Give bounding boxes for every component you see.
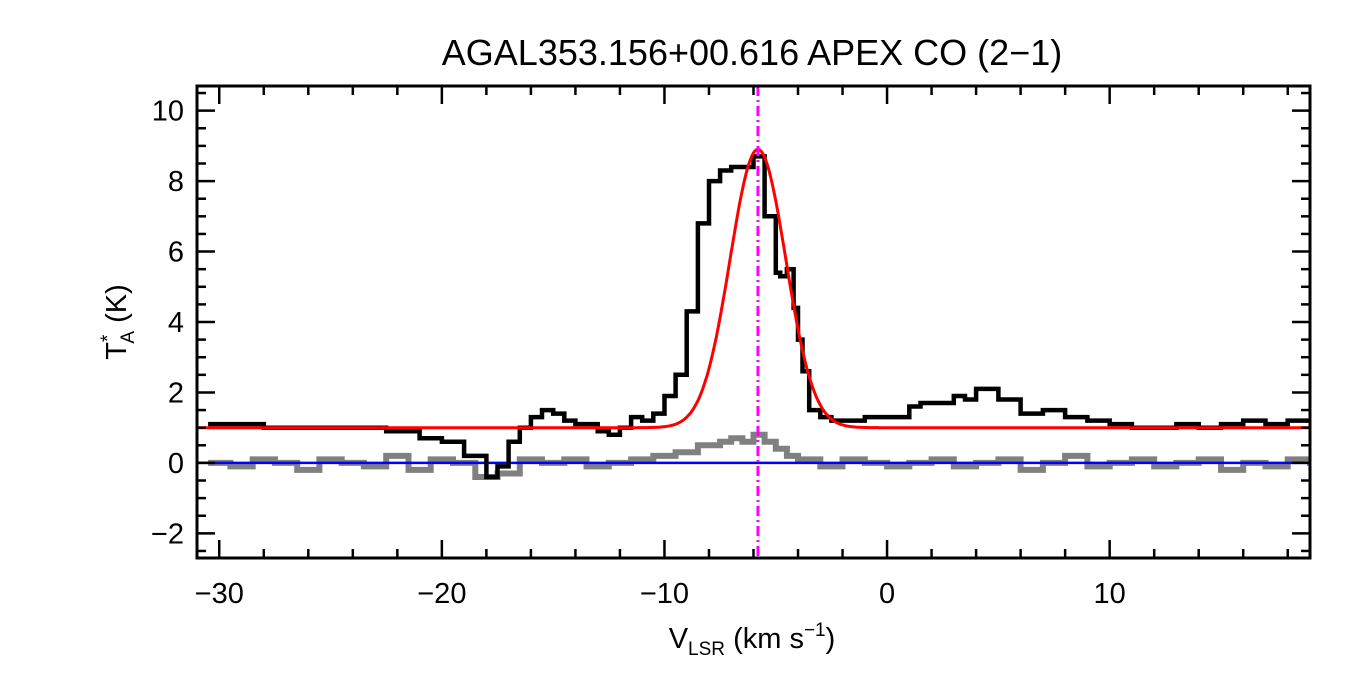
y-axis-label-unit: (K) bbox=[101, 284, 133, 331]
x-tick-label: −30 bbox=[195, 578, 244, 610]
x-tick-labels: −30 −20 −10 0 10 bbox=[195, 578, 1126, 610]
observed-spectrum-line bbox=[208, 154, 1310, 480]
y-tick-label: −2 bbox=[151, 518, 184, 550]
x-axis-label: VLSR (km s−1) bbox=[669, 620, 836, 660]
y-tick-label: 6 bbox=[168, 237, 184, 269]
x-axis-label-main: V bbox=[669, 623, 689, 655]
plot-area bbox=[197, 86, 1310, 558]
y-axis-label-sub: A bbox=[118, 331, 139, 344]
y-tick-labels: −2 0 2 4 6 8 10 bbox=[151, 96, 184, 551]
y-tick-label: 2 bbox=[168, 377, 184, 409]
x-axis-label-sup: −1 bbox=[804, 620, 826, 641]
x-tick-label: 0 bbox=[879, 578, 895, 610]
residual-spectrum-line bbox=[208, 431, 1310, 480]
y-tick-label: 4 bbox=[168, 307, 184, 339]
x-axis-label-close: ) bbox=[826, 623, 836, 655]
y-tick-label: 0 bbox=[168, 448, 184, 480]
y-axis-label-sup: * bbox=[98, 334, 119, 342]
gaussian-fit-line bbox=[197, 147, 1310, 430]
axis-ticks bbox=[197, 86, 1310, 558]
x-tick-label: −20 bbox=[417, 578, 466, 610]
x-axis-label-sub: LSR bbox=[688, 639, 725, 660]
y-axis-label-main: T bbox=[101, 342, 133, 360]
chart-title: AGAL353.156+00.616 APEX CO (2−1) bbox=[442, 32, 1062, 73]
y-tick-label: 10 bbox=[152, 96, 184, 128]
y-tick-label: 8 bbox=[168, 166, 184, 198]
x-tick-label: 10 bbox=[1094, 578, 1126, 610]
x-axis-label-unit: (km s bbox=[725, 623, 804, 655]
x-tick-label: −10 bbox=[640, 578, 689, 610]
y-axis-label: T*A (K) bbox=[98, 284, 139, 360]
